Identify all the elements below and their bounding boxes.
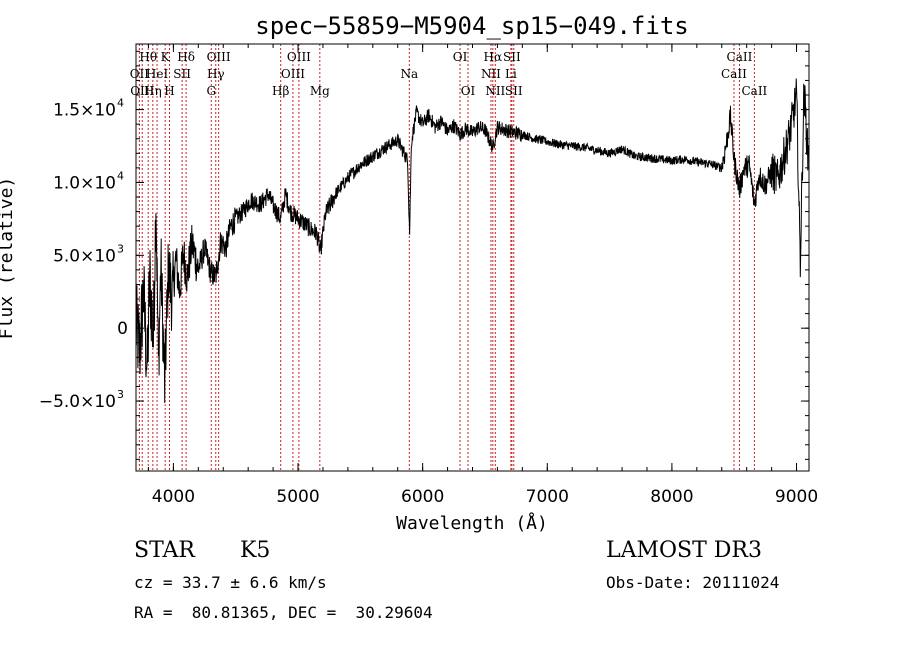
- x-tick-label: 4000: [152, 487, 195, 507]
- spectral-line-label: OIII: [207, 50, 231, 64]
- spectral-line-label: SII: [505, 84, 523, 98]
- spectral-line-label: Hδ: [177, 50, 195, 64]
- spectral-line-label: Hθ: [139, 50, 157, 64]
- x-axis: 4000 5000 6000 7000 8000 9000: [147, 44, 818, 507]
- spectral-line-label: OI: [453, 50, 468, 64]
- y-tick-exponent: 4: [117, 169, 124, 182]
- spectral-line-label: Li: [505, 67, 517, 81]
- x-tick-label: 5000: [276, 487, 319, 507]
- spectral-line-label: OIII: [281, 67, 305, 81]
- spectral-line-label: HeI: [146, 67, 169, 81]
- x-axis-label: Wavelength (Å): [396, 512, 548, 534]
- y-axis-label: Flux (relative): [0, 177, 17, 340]
- observation-date: Obs-Date: 20111024: [606, 573, 780, 592]
- spectral-line-label: Hβ: [272, 84, 289, 98]
- x-tick-label: 7000: [526, 487, 569, 507]
- y-tick-label: −5.0×10: [39, 392, 116, 412]
- y-tick-label: 1.5×10: [53, 101, 116, 121]
- spectral-line-label: Hγ: [207, 67, 225, 81]
- redshift-readout: cz = 33.7 ± 6.6 km/s: [134, 573, 327, 592]
- spectral-line-label: OIII: [287, 50, 311, 64]
- y-tick-label: 0: [117, 319, 128, 339]
- spectral-line-label: NII: [481, 67, 501, 81]
- x-tick-label: 8000: [650, 487, 693, 507]
- spectral-line-labels: HθOIIOIIIHηHeIKHSIIHδGHγOIIIHβOIIIOIIIMg…: [130, 50, 768, 98]
- spectrum-series: [135, 78, 809, 403]
- y-tick-exponent: 3: [117, 242, 124, 255]
- spectral-line-label: SII: [503, 50, 521, 64]
- chart-title: spec−55859−M5904_sp15−049.fits: [255, 12, 688, 40]
- spectral-line-label: K: [161, 50, 171, 64]
- spectral-line-label: SII: [173, 67, 191, 81]
- object-subclass: K5: [240, 538, 271, 563]
- x-tick-label: 9000: [775, 487, 818, 507]
- survey-name: LAMOST DR3: [606, 538, 762, 563]
- object-class: STAR: [134, 538, 195, 563]
- y-tick-label: 1.0×10: [53, 173, 116, 193]
- y-tick-exponent: 3: [117, 388, 124, 401]
- spectral-line-label: Na: [400, 67, 418, 81]
- spectral-line-label: CaII: [727, 50, 753, 64]
- y-axis: −5.0×10 305.0×10 31.0×10 41.5×10 4: [39, 50, 809, 460]
- spectral-line-label: H: [164, 84, 174, 98]
- spectral-line-markers: [138, 44, 755, 471]
- plot-frame: [135, 43, 810, 472]
- x-tick-label: 6000: [401, 487, 444, 507]
- spectral-line-label: Mg: [310, 84, 330, 98]
- spectral-line-label: Hα: [484, 50, 503, 64]
- y-tick-label: 5.0×10: [53, 246, 116, 266]
- spectral-line-label: CaII: [741, 84, 767, 98]
- coordinates-readout: RA = 80.81365, DEC = 30.29604: [134, 603, 433, 622]
- spectral-line-label: NII: [485, 84, 505, 98]
- spectral-line-label: OI: [461, 84, 476, 98]
- spectral-line-label: G: [206, 84, 216, 98]
- spectral-line-label: OII: [130, 67, 150, 81]
- spectral-line-label: Hη: [144, 84, 162, 98]
- spectral-line-label: CaII: [721, 67, 747, 81]
- y-tick-exponent: 4: [117, 97, 124, 110]
